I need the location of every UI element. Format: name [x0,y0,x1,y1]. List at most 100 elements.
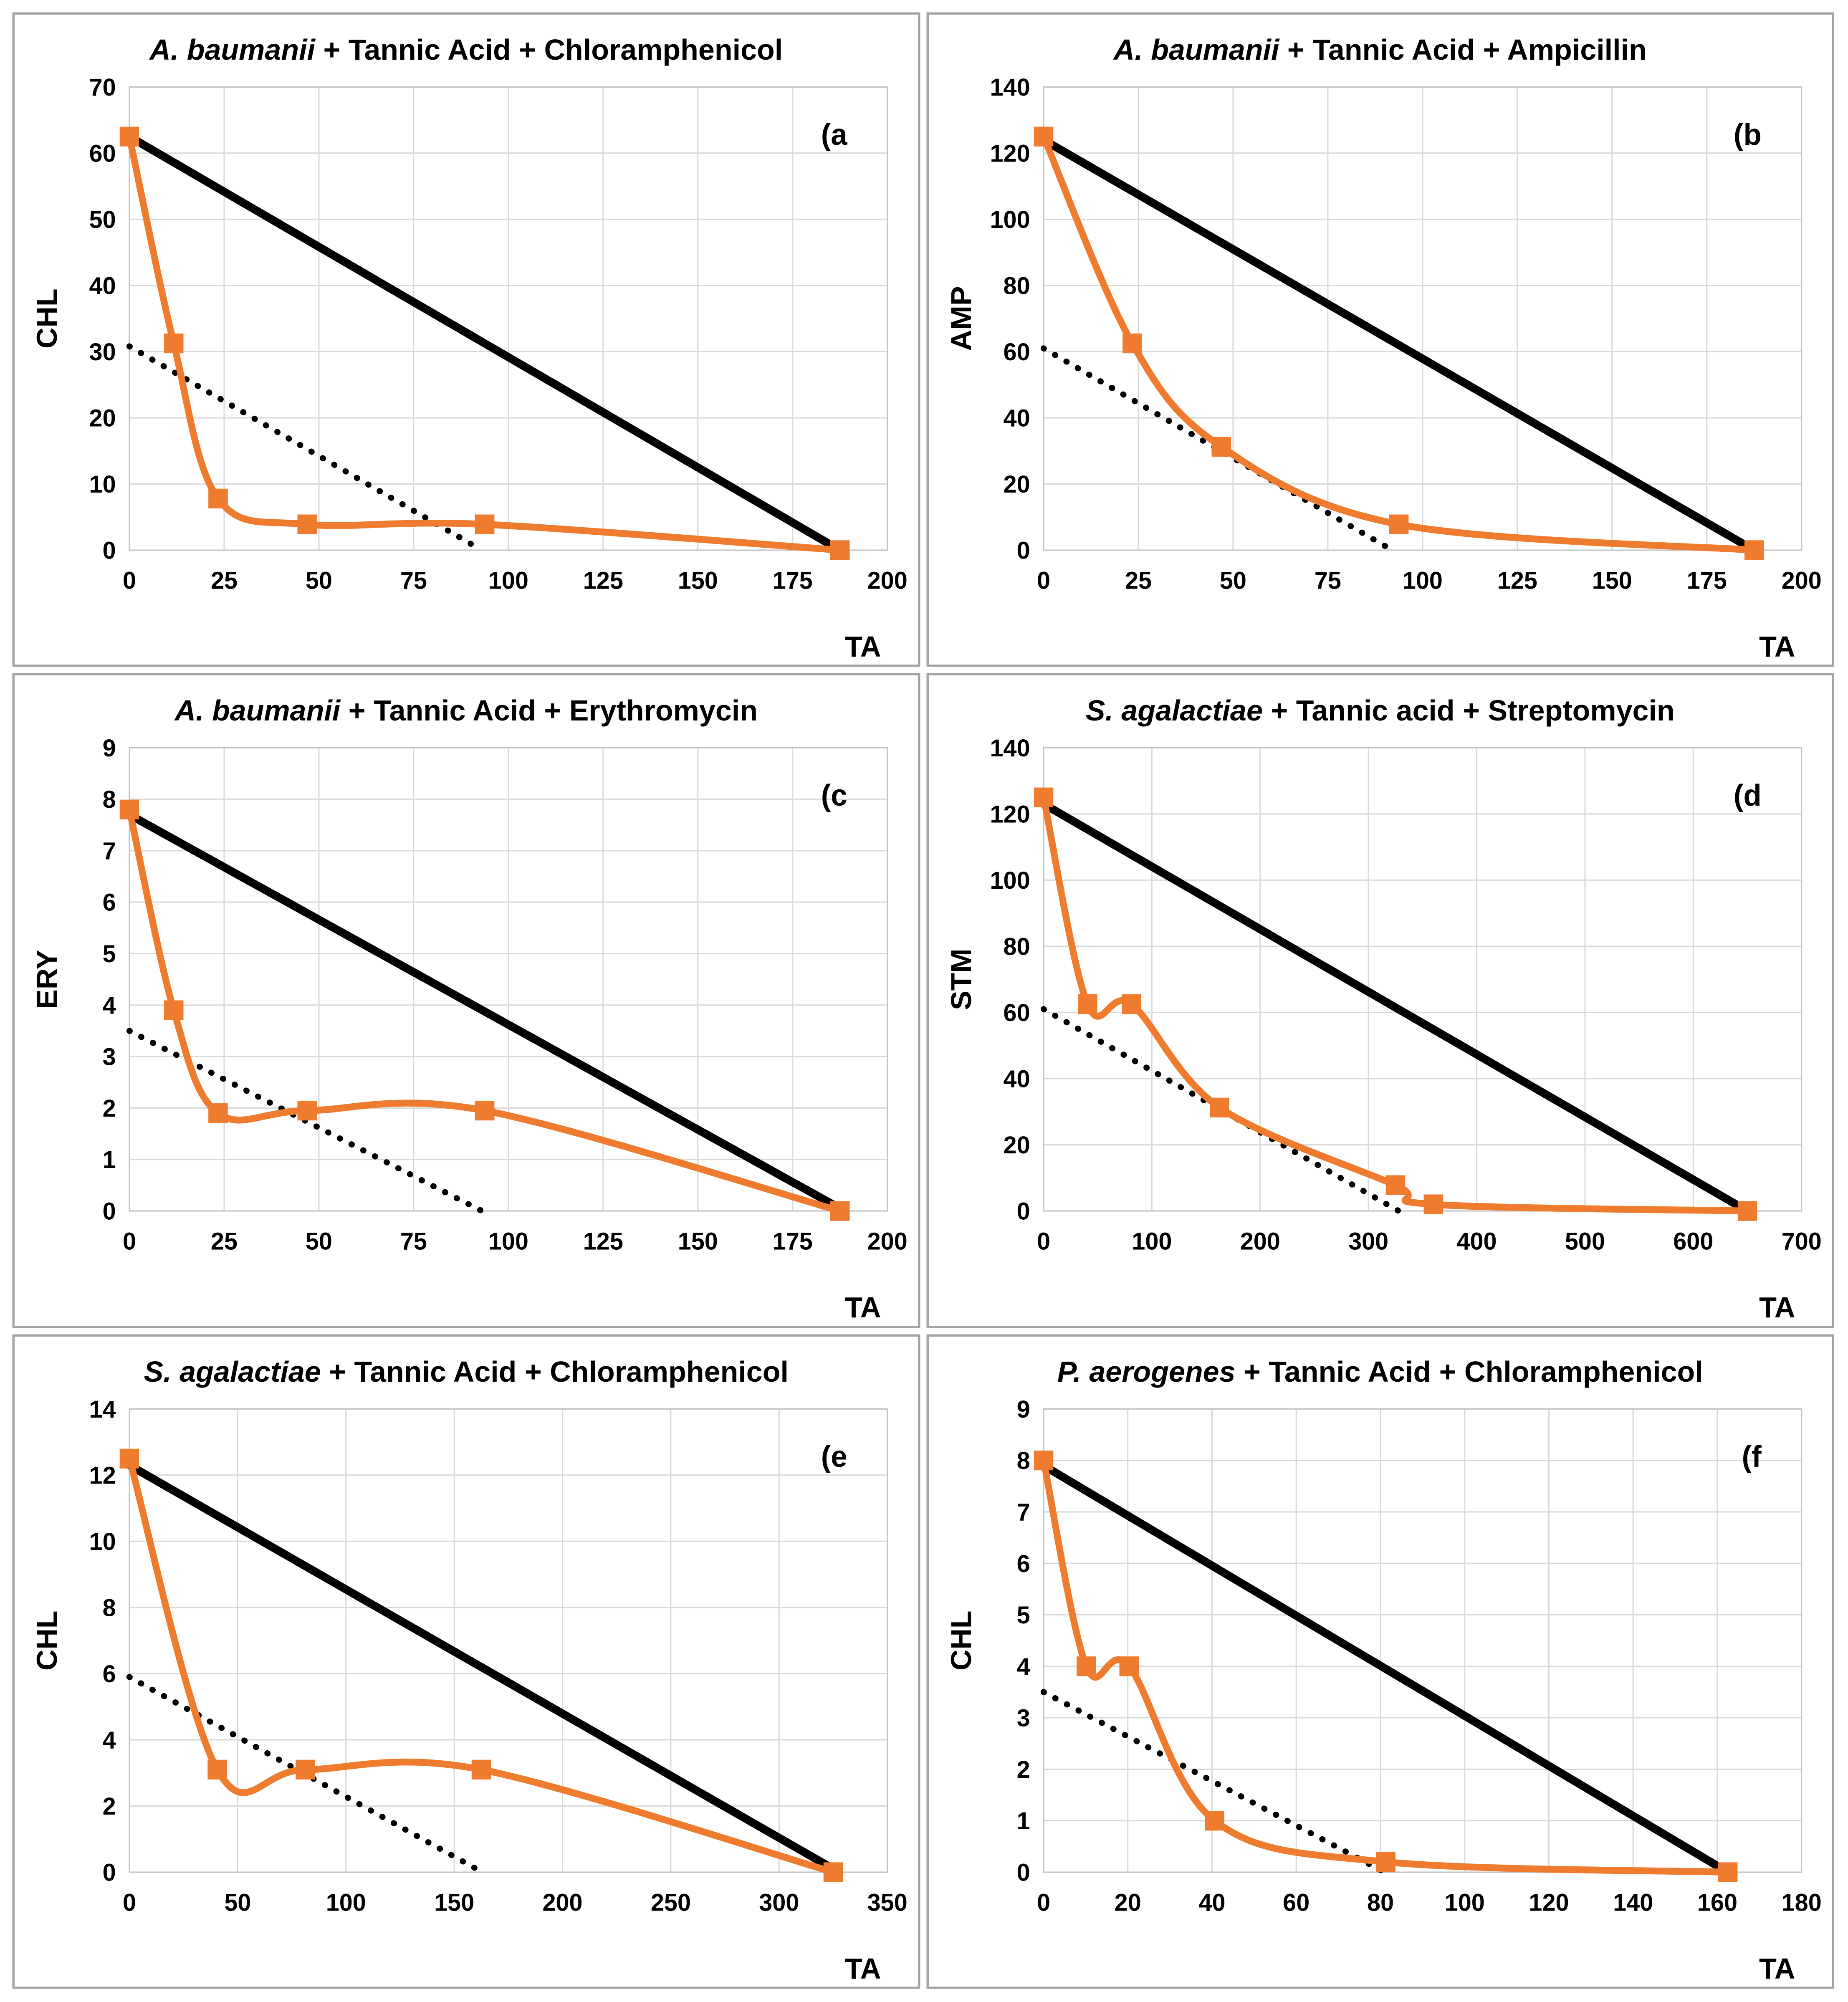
x-tick-label: 700 [1781,1228,1821,1255]
y-tick-label: 60 [89,140,116,167]
x-tick-label: 125 [1497,567,1537,594]
x-tick-label: 350 [867,1889,908,1916]
combination-curve [126,133,844,554]
combination-curve [1040,1457,1731,1876]
x-tick-label: 120 [1529,1889,1569,1916]
y-tick-label: 30 [89,339,116,366]
data-point-marker [1737,1201,1757,1221]
plot-border [1042,1408,1802,1873]
x-tick-label: 600 [1673,1228,1713,1255]
data-point-marker [1389,514,1408,534]
title-rest: + Tannic Acid + Ampicillin [1279,33,1647,66]
x-tick-label: 25 [211,567,238,594]
y-tick-label: 9 [1016,1395,1030,1423]
x-tick-label: 75 [400,1228,427,1255]
data-markers [119,126,850,560]
data-point-marker [1122,333,1142,354]
y-axis-label: AMP [945,286,977,351]
y-tick-labels: 0 20 40 60 80 100 120 140 [990,735,1030,1225]
additivity-line [1041,800,1749,1215]
species-name: S. agalactiae [144,1355,321,1388]
y-tick-label: 140 [990,735,1030,762]
x-tick-labels: 0 25 50 75 100 125 150 175 200 [123,1228,908,1255]
y-tick-label: 120 [990,140,1030,167]
y-tick-label: 40 [1003,404,1030,432]
y-tick-label: 0 [103,1859,116,1886]
y-tick-label: 6 [103,889,116,917]
y-tick-label: 0 [1016,537,1030,564]
x-tick-labels: 0 20 40 60 80 100 120 140 160 180 [1036,1889,1821,1916]
dotted-reference-line [1040,1006,1402,1214]
x-tick-label: 0 [1036,567,1050,594]
y-tick-label: 12 [89,1462,116,1489]
dotted-reference-line [126,343,485,554]
data-point-marker [830,1201,850,1221]
y-axis-label: STM [945,949,977,1010]
y-tick-label: 70 [89,73,116,101]
data-point-marker [296,1759,315,1780]
chart-canvas-e: 0 50 100 150 200 250 300 350 0 2 4 6 8 10 12 14 TA CHL (e [31,1395,908,1984]
chart-title: S. agalactiae + Tannic Acid + Chloramphe… [15,1355,918,1388]
data-markers [119,1448,843,1882]
y-axis-label: CHL [31,1610,63,1671]
data-point-marker [823,1862,843,1882]
species-name: A. baumanii [1113,33,1279,66]
species-name: A. baumanii [174,694,341,727]
y-tick-label: 8 [103,786,116,814]
chart-canvas-b: 0 25 50 75 100 125 150 175 200 0 20 40 60 80 100 120 140… [945,73,1821,662]
plot-border [129,747,888,1212]
panel-label: (f [1742,1440,1761,1474]
y-tick-label: 9 [103,735,116,762]
y-tick-label: 10 [89,471,116,498]
chart-title: P. aerogenes + Tannic Acid + Chloramphen… [929,1355,1832,1388]
y-tick-label: 6 [1016,1550,1030,1577]
x-tick-label: 150 [434,1889,474,1916]
x-tick-label: 50 [224,1889,251,1916]
x-tick-label: 400 [1456,1228,1497,1255]
y-tick-label: 50 [89,206,116,233]
x-axis-label: TA [1759,1291,1795,1324]
data-point-marker [1034,126,1053,147]
data-point-marker [1076,1656,1096,1676]
x-tick-label: 200 [542,1889,582,1916]
x-tick-label: 180 [1781,1889,1821,1916]
data-point-marker [207,1759,227,1780]
x-tick-label: 75 [1314,567,1341,594]
y-tick-label: 8 [103,1594,116,1622]
x-tick-label: 250 [651,1889,691,1916]
y-tick-label: 4 [103,992,116,1019]
additivity-line [127,1461,835,1873]
chart-title: S. agalactiae + Tannic acid + Streptomyc… [929,694,1832,727]
x-tick-labels: 0 25 50 75 100 125 150 175 200 [1036,567,1821,594]
x-tick-label: 50 [306,567,332,594]
title-rest: + Tannic acid + Streptomycin [1262,694,1675,727]
panel-label: (b [1733,118,1761,152]
x-tick-label: 200 [867,1228,908,1255]
x-tick-label: 0 [1036,1889,1050,1916]
y-tick-label: 140 [990,73,1030,101]
data-point-marker [471,1759,491,1780]
x-tick-label: 200 [867,567,908,594]
x-tick-label: 100 [1444,1889,1484,1916]
y-tick-label: 5 [103,940,116,968]
y-tick-label: 40 [89,272,116,300]
x-tick-label: 175 [1686,567,1727,594]
plot-border [1042,86,1802,551]
combination-curve [1040,133,1757,554]
data-point-marker [1209,1097,1229,1118]
y-tick-label: 120 [990,801,1030,828]
data-markers [119,799,850,1221]
x-tick-label: 175 [773,567,813,594]
dotted-reference-line [1040,1689,1388,1875]
x-tick-label: 140 [1613,1889,1653,1916]
additivity-line [1041,136,1756,554]
dotted-reference-line [126,1673,485,1875]
x-axis-label: TA [845,1291,881,1324]
gridlines [1042,747,1802,1212]
plot-border [129,86,888,551]
data-point-marker [1375,1852,1395,1872]
title-rest: + Tannic Acid + Chloramphenicol [315,33,783,66]
y-tick-label: 10 [89,1528,116,1555]
x-tick-label: 150 [678,1228,718,1255]
chart-panel-e: S. agalactiae + Tannic Acid + Chloramphe… [12,1334,920,1989]
